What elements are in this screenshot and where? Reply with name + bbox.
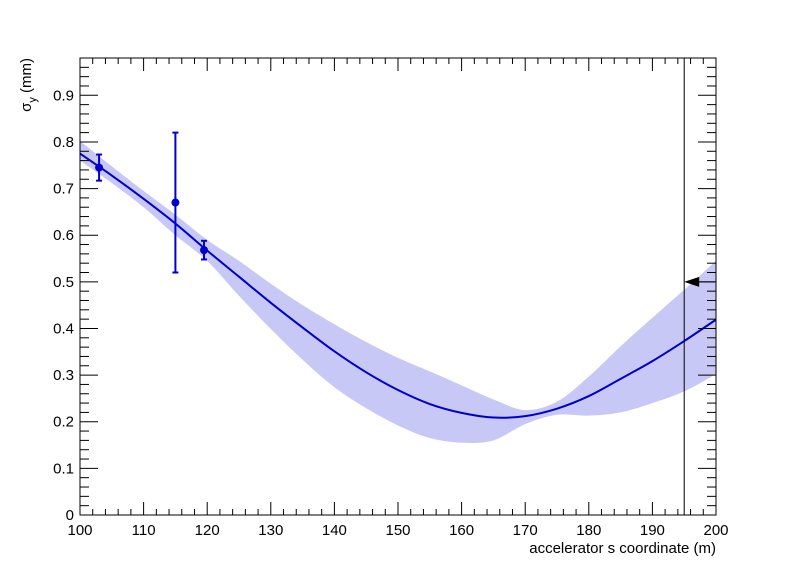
plot-frame [79,57,717,516]
x-tick-label: 190 [640,522,665,539]
x-tick-label: 120 [195,522,220,539]
y-tick-label: 0.6 [53,227,74,244]
fit-curve-layer [79,152,717,419]
x-tick-label: 130 [258,522,283,539]
x-tick-label: 180 [576,522,601,539]
y-axis-title-unit: (mm) [18,58,35,97]
data-points-layer [95,131,209,274]
y-tick-label: 0 [66,507,74,524]
axes-layer [79,57,717,516]
y-tick-label: 0.8 [53,134,74,151]
x-tick-label: 100 [67,522,92,539]
y-tick-label: 0.2 [53,414,74,431]
y-axis-title-subscript: y [27,97,39,103]
y-tick-label: 0.3 [53,367,74,384]
y-tick-label: 0.7 [53,181,74,198]
y-tick-label: 0.5 [53,274,74,291]
data-point-0 [95,163,104,172]
y-axis-title: σy (mm) [18,58,39,112]
y-axis-title-symbol: σ [18,102,35,112]
x-tick-label: 150 [385,522,410,539]
x-tick-label: 200 [703,522,728,539]
y-tick-label: 0.4 [53,320,74,337]
x-tick-label: 160 [449,522,474,539]
x-tick-label: 110 [132,522,156,539]
x-axis-title: accelerator s coordinate (m) [529,540,716,557]
x-tick-label: 140 [322,522,347,539]
labels-layer: 100 110 120 130 140 150 160 170 180 190 200 0 0.1 0.2… [18,58,729,557]
y-tick-label: 0.9 [53,87,74,104]
data-point-2 [200,246,209,255]
data-point-1 [171,198,180,207]
y-tick-label: 0.1 [53,460,74,477]
confidence-band [80,141,716,443]
x-tick-label: 170 [513,522,538,539]
confidence-band-layer [80,141,716,443]
fit-curve [79,152,717,419]
arrow-head [684,276,700,287]
